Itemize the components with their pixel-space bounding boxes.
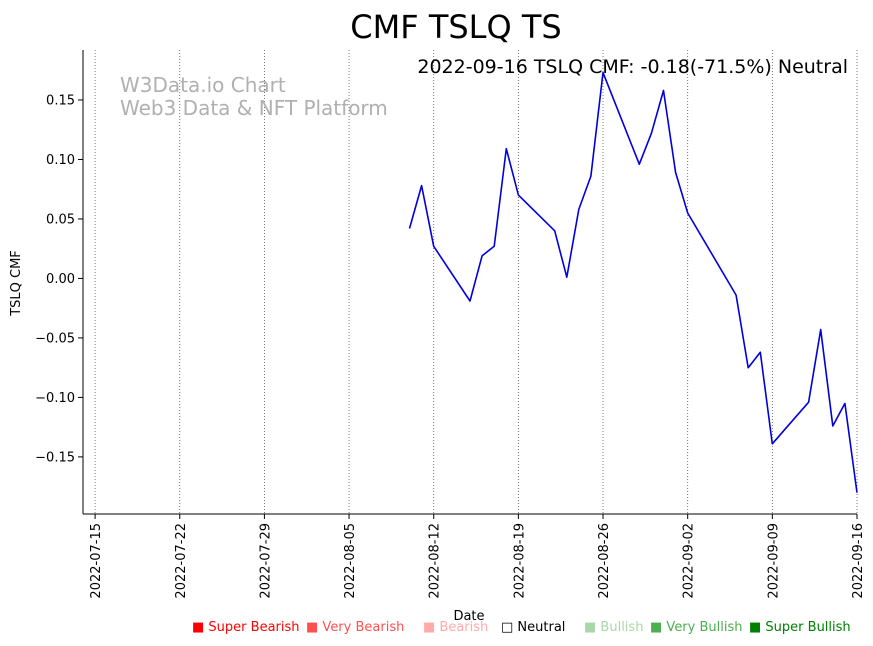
legend-swatch: ■ bbox=[584, 620, 597, 635]
watermark-line-2: Web3 Data & NFT Platform bbox=[120, 96, 388, 120]
legend-item: ■ Very Bearish bbox=[306, 620, 404, 635]
y-tick-label: −0.05 bbox=[35, 331, 75, 346]
legend-item: ■ Super Bearish bbox=[192, 620, 300, 635]
watermark-line-1: W3Data.io Chart bbox=[120, 73, 286, 97]
y-tick-label: 0.00 bbox=[46, 272, 75, 287]
legend-item: ■ Super Bullish bbox=[749, 620, 851, 635]
chart-title: CMF TSLQ TS bbox=[350, 8, 561, 46]
x-ticks: 2022-07-15 2022-07-22 2022-07-29 2022-08-05… bbox=[89, 514, 866, 599]
y-tick-label: −0.15 bbox=[35, 450, 75, 465]
x-tick-label: 2022-08-05 bbox=[343, 523, 358, 599]
y-ticks: 0.15 0.10 0.05 0.00 −0.05 −0.10 −0.15 bbox=[35, 93, 83, 465]
legend-swatch: ■ bbox=[423, 620, 436, 635]
grid-lines bbox=[94, 50, 858, 514]
x-tick-label: 2022-08-19 bbox=[512, 523, 527, 599]
legend-label: Super Bearish bbox=[204, 620, 300, 635]
chart-subtitle: 2022-09-16 TSLQ CMF: -0.18(-71.5%) Neutr… bbox=[417, 56, 848, 78]
x-tick-label: 2022-09-02 bbox=[682, 523, 697, 599]
legend-label: Very Bearish bbox=[318, 620, 405, 635]
x-tick-label: 2022-07-22 bbox=[174, 523, 189, 599]
x-tick-label: 2022-08-26 bbox=[597, 523, 612, 599]
y-axis-label: TSLQ CMF bbox=[9, 250, 24, 317]
legend-item: ■ Bearish bbox=[423, 620, 488, 635]
legend-swatch: □ bbox=[501, 620, 514, 635]
x-tick-label: 2022-09-09 bbox=[766, 523, 781, 599]
x-tick-label: 2022-08-12 bbox=[428, 523, 443, 599]
y-tick-label: −0.10 bbox=[35, 391, 75, 406]
legend-label: Neutral bbox=[513, 620, 566, 635]
series-layer bbox=[408, 71, 858, 493]
series-line-cmf bbox=[408, 71, 858, 493]
legend: ■ Super Bearish ■ Very Bearish ■ Bearish □ … bbox=[0, 620, 873, 640]
legend-label: Bearish bbox=[435, 620, 489, 635]
y-tick-label: 0.05 bbox=[46, 212, 75, 227]
axes bbox=[82, 50, 857, 515]
x-tick-label: 2022-07-29 bbox=[258, 523, 273, 599]
x-tick-label: 2022-07-15 bbox=[89, 523, 104, 599]
y-tick-label: 0.10 bbox=[46, 153, 75, 168]
legend-item: ■ Bullish bbox=[584, 620, 643, 635]
x-axis-label: Date bbox=[453, 609, 484, 624]
legend-label: Bullish bbox=[596, 620, 644, 635]
legend-swatch: ■ bbox=[192, 620, 205, 635]
legend-swatch: ■ bbox=[306, 620, 319, 635]
x-tick-label: 2022-09-16 bbox=[851, 523, 866, 599]
legend-label: Very Bullish bbox=[662, 620, 743, 635]
legend-item: ■ Very Bullish bbox=[650, 620, 743, 635]
legend-swatch: ■ bbox=[749, 620, 762, 635]
legend-item: □ Neutral bbox=[501, 620, 565, 635]
legend-label: Super Bullish bbox=[761, 620, 851, 635]
legend-swatch: ■ bbox=[650, 620, 663, 635]
y-tick-label: 0.15 bbox=[46, 93, 75, 108]
